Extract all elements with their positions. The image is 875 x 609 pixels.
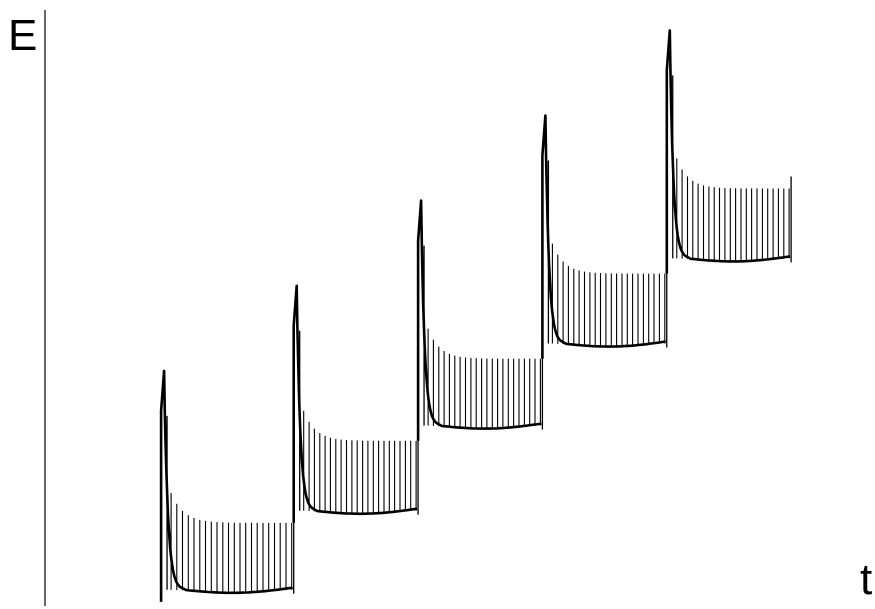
step-curve-3 [416, 199, 542, 441]
step-curve-4 [541, 114, 666, 359]
plot-area [159, 29, 792, 602]
step-curve-5 [665, 29, 791, 274]
y-axis-label: E [8, 11, 37, 60]
step-curve-2 [292, 284, 418, 523]
step-curve-1 [159, 369, 293, 602]
x-axis-label: t [860, 555, 872, 604]
